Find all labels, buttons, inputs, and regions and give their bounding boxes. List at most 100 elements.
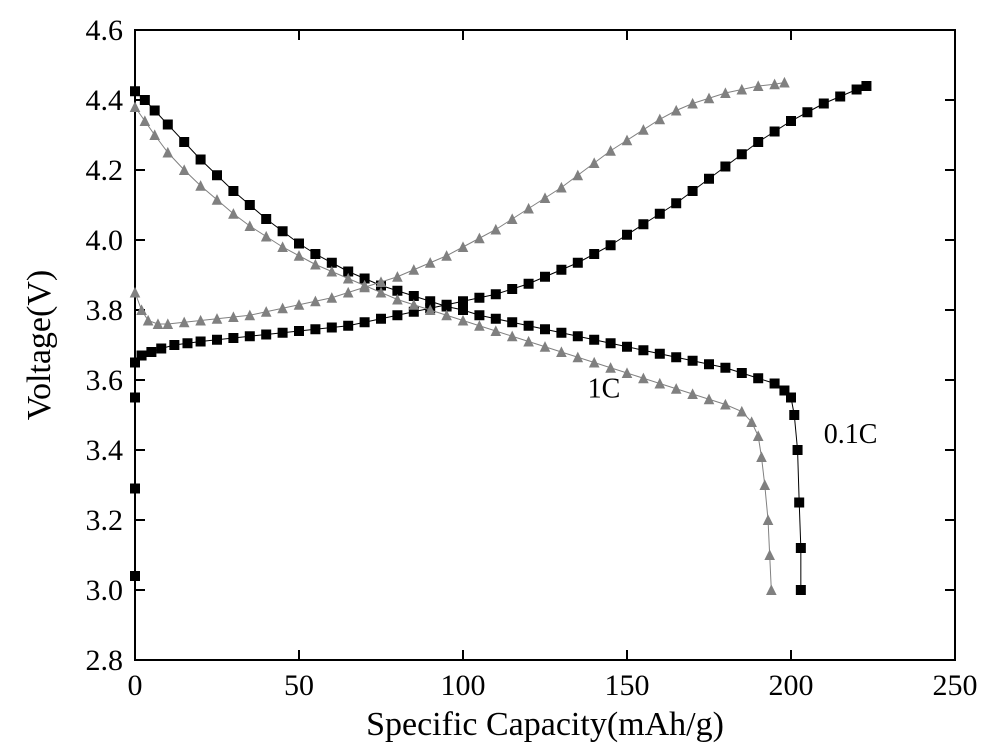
series-marker [245,332,254,341]
series-marker [764,516,773,525]
series-charge_1C [131,78,789,329]
series-marker [196,337,205,346]
series-marker [147,348,156,357]
series-marker [721,162,730,171]
series-marker [705,94,714,103]
series-marker [475,293,484,302]
series-marker [508,285,517,294]
series-marker [672,199,681,208]
series-marker [721,363,730,372]
series-marker [796,544,805,553]
series-marker [639,125,648,134]
series-marker [737,407,746,416]
x-tick-label: 200 [769,669,814,702]
x-tick-label: 0 [128,669,143,702]
y-tick-label: 3.6 [86,364,124,397]
series-marker [754,374,763,383]
voltage-capacity-chart: 0501001502002502.83.03.23.43.63.84.04.24… [0,0,1000,747]
series-marker [524,337,533,346]
series-marker [426,258,435,267]
series-marker [144,316,153,325]
series-marker [524,321,533,330]
series-marker [295,300,304,309]
series-marker [508,215,517,224]
series-marker [796,586,805,595]
y-tick-label: 4.0 [86,224,124,257]
series-marker [795,498,804,507]
series-marker [754,138,763,147]
series-charge_0_1C [131,82,871,581]
series-marker [757,453,766,462]
series-marker [150,106,159,115]
series-marker [409,265,418,274]
series-marker [793,446,802,455]
series-marker [787,117,796,126]
series-marker [765,551,774,560]
series-marker [229,187,238,196]
series-marker [606,146,615,155]
series-marker [245,201,254,210]
series-marker [862,82,871,91]
chart-container: 0501001502002502.83.03.23.43.63.84.04.24… [0,0,1000,747]
series-marker [459,316,468,325]
series-marker [140,96,149,105]
series-marker [311,260,320,269]
series-marker [508,318,517,327]
series-marker [295,251,304,260]
series-marker [655,349,664,358]
series-marker [819,99,828,108]
series-marker [655,209,664,218]
series-marker [344,321,353,330]
series-marker [311,250,320,259]
series-marker [737,150,746,159]
series-marker [344,288,353,297]
series-marker [393,272,402,281]
series-marker [721,89,730,98]
series-marker [770,379,779,388]
series-marker [836,92,845,101]
series-marker [491,225,500,234]
y-tick-label: 2.8 [86,644,124,677]
series-marker [475,234,484,243]
series-marker [573,258,582,267]
annotation-label: 0.1C [824,419,878,450]
series-marker [590,335,599,344]
series-marker [606,339,615,348]
series-marker [541,194,550,203]
series-marker [672,353,681,362]
y-tick-label: 3.4 [86,434,124,467]
series-marker [524,279,533,288]
series-marker [803,108,812,117]
series-marker [137,351,146,360]
series-marker [245,222,254,231]
series-line [135,83,784,325]
series-marker [754,432,763,441]
series-marker [606,241,615,250]
series-marker [557,328,566,337]
series-marker [573,332,582,341]
series-marker [705,360,714,369]
series-marker [459,297,468,306]
series-marker [377,314,386,323]
series-marker [721,400,730,409]
series-marker [442,311,451,320]
series-marker [360,318,369,327]
series-marker [213,171,222,180]
y-tick-label: 4.6 [86,14,124,47]
series-marker [131,103,140,112]
series-marker [491,327,500,336]
series-marker [131,572,140,581]
series-marker [573,353,582,362]
series-line [135,107,771,590]
series-marker [262,330,271,339]
series-marker [327,323,336,332]
y-tick-label: 4.2 [86,154,124,187]
series-marker [672,384,681,393]
series-marker [688,187,697,196]
series-marker [459,243,468,252]
series-marker [262,232,271,241]
series-marker [475,311,484,320]
series-marker [573,171,582,180]
series-marker [278,243,287,252]
series-marker [262,215,271,224]
